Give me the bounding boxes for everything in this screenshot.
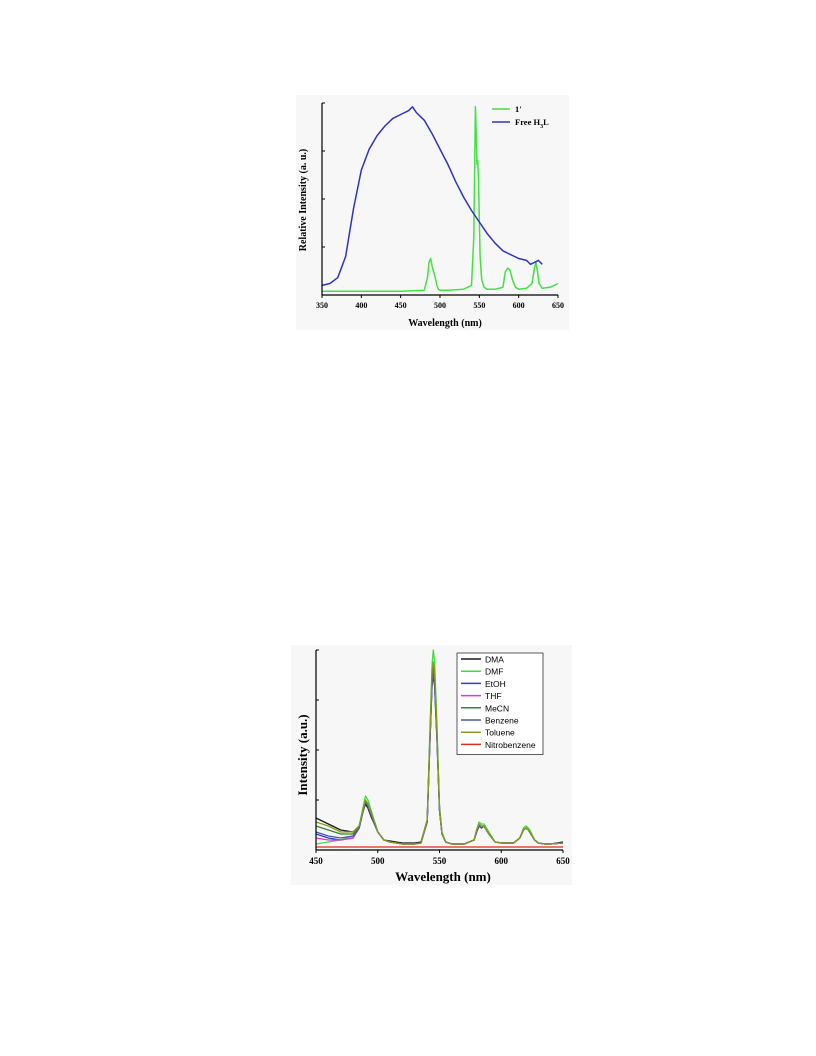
series-line-toluene	[315, 661, 564, 845]
x-tick-label: 450	[309, 856, 323, 866]
x-tick-label: 350	[316, 301, 328, 310]
legend-label: Toluene	[485, 728, 515, 738]
legend-label: THF	[485, 691, 502, 701]
legend-box	[456, 652, 544, 755]
legend: 1' Free H3L	[492, 104, 549, 130]
solvent-spectrum-figure: 450 500 550 600 650 Wavelength (nm) Intensit…	[291, 645, 572, 885]
x-tick-label: 650	[556, 856, 570, 866]
x-tick-labels: 350 400 450 500 550 600 650	[316, 102, 564, 310]
emission-spectrum-figure: 350 400 450 500 550 600 650 Wavelength (nm) Re…	[296, 95, 569, 330]
legend-label: MeCN	[485, 703, 509, 713]
emission-spectrum-chart: 350 400 450 500 550 600 650 Wavelength (nm) Re…	[298, 102, 564, 329]
x-tick-label: 550	[433, 856, 447, 866]
plot-area	[321, 106, 559, 292]
x-tick-label: 500	[371, 856, 385, 866]
solvent-spectrum-chart: 450 500 550 600 650 Wavelength (nm) Intensit…	[295, 649, 570, 884]
x-tick-label: 450	[395, 301, 407, 310]
x-tick-label: 500	[434, 301, 446, 310]
legend-label: 1'	[515, 104, 522, 114]
x-tick-label: 600	[513, 301, 525, 310]
series-line-1-	[322, 106, 559, 292]
x-axis-label: Wavelength (nm)	[395, 869, 491, 884]
y-axis-label: Relative Intensity (a. u.)	[298, 149, 309, 252]
x-tick-labels: 450 500 550 600 650	[309, 649, 570, 866]
x-tick-label: 550	[473, 301, 485, 310]
legend-label: Benzene	[485, 716, 519, 726]
legend-label: DMF	[485, 667, 503, 677]
legend-label: Free H3L	[515, 117, 549, 130]
x-tick-label: 400	[355, 301, 367, 310]
series-line-free-h3l	[321, 106, 543, 287]
legend-label: Nitrobenzene	[485, 740, 536, 750]
x-tick-label: 600	[495, 856, 509, 866]
x-tick-label: 650	[552, 301, 564, 310]
legend: DMA DMF EtOH THF MeCN Benzene Toluene Nitrobenz…	[456, 652, 544, 755]
x-axis-label: Wavelength (nm)	[408, 318, 482, 329]
legend-label: EtOH	[485, 679, 506, 689]
plot-area	[315, 649, 564, 848]
legend-label: DMA	[485, 655, 504, 665]
axes	[321, 103, 558, 296]
y-axis-label: Intensity (a.u.)	[295, 714, 310, 795]
